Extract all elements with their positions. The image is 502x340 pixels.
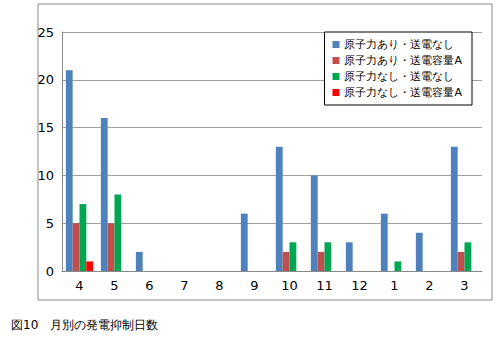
svg-text:2: 2 xyxy=(425,278,433,293)
svg-text:11: 11 xyxy=(316,278,333,293)
svg-text:12: 12 xyxy=(351,278,368,293)
svg-text:10: 10 xyxy=(281,278,298,293)
svg-text:10: 10 xyxy=(37,168,54,183)
svg-text:8: 8 xyxy=(215,278,223,293)
svg-text:1: 1 xyxy=(390,278,398,293)
svg-text:0: 0 xyxy=(46,264,54,279)
svg-text:6: 6 xyxy=(145,278,153,293)
svg-text:25: 25 xyxy=(37,25,54,40)
svg-text:原子力なし・送電容量A: 原子力なし・送電容量A xyxy=(344,86,462,99)
svg-text:図10 月別の発電抑制日数: 図10 月別の発電抑制日数 xyxy=(11,318,158,332)
svg-text:20: 20 xyxy=(37,72,54,87)
svg-text:原子力なし・送電なし: 原子力なし・送電なし xyxy=(344,70,454,83)
svg-text:4: 4 xyxy=(75,278,83,293)
svg-text:9: 9 xyxy=(250,278,258,293)
svg-text:15: 15 xyxy=(37,120,54,135)
svg-text:5: 5 xyxy=(46,216,54,231)
svg-text:5: 5 xyxy=(110,278,118,293)
svg-text:3: 3 xyxy=(460,278,468,293)
svg-text:原子力あり・送電なし: 原子力あり・送電なし xyxy=(344,38,454,51)
svg-text:7: 7 xyxy=(180,278,188,293)
svg-text:原子力あり・送電容量A: 原子力あり・送電容量A xyxy=(344,54,462,67)
